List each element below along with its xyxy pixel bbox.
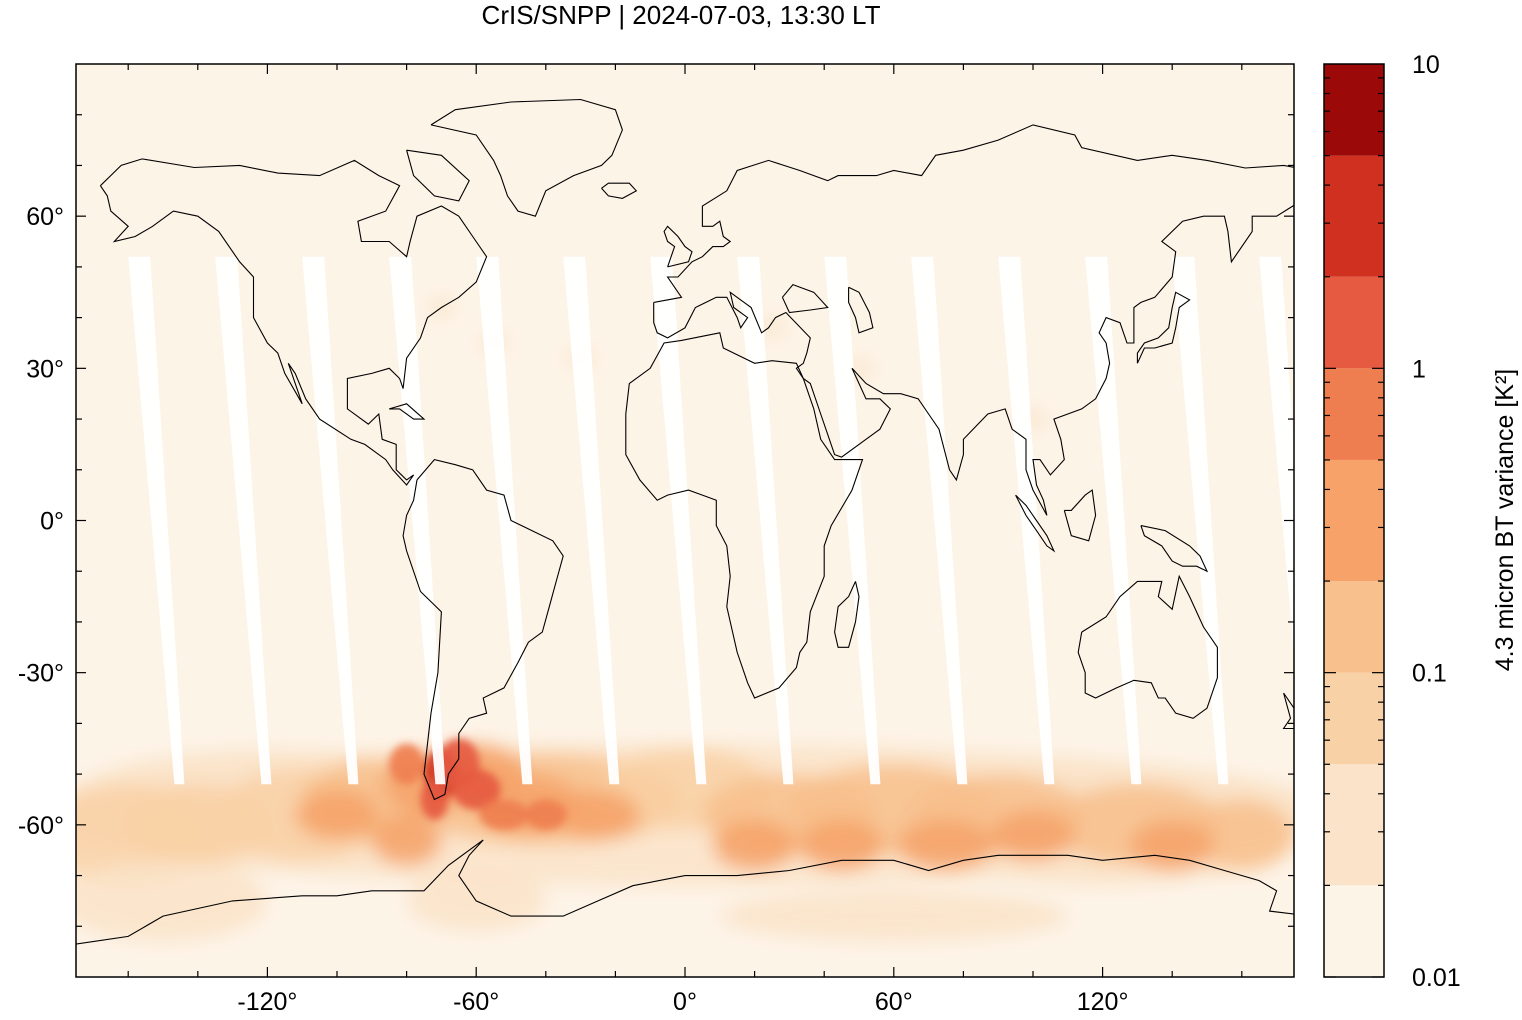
x-tick-labels: -120° -60° 0° 60° 120° (237, 988, 1128, 1016)
coastline-borneo (1063, 489, 1097, 542)
colorbar-bands (1324, 64, 1384, 977)
map-ticks (76, 64, 1294, 977)
map-panel (76, 64, 1294, 977)
y-tick-label: 0° (40, 508, 64, 536)
colorbar-frame (1323, 63, 1385, 978)
colorbar: 10 1 0.1 0.01 4.3 micron BT variance [K²] (1323, 51, 1519, 992)
coastline-newzealand (1282, 692, 1294, 730)
y-tick-labels: 60° 30° 0° -30° -60° (18, 203, 64, 840)
swath-gaps (128, 256, 1294, 785)
coastline-northamerica (99, 158, 488, 486)
coastline-eurasia (653, 124, 1294, 516)
colorbar-ticks (1324, 77, 1384, 978)
coastline-blacksea (781, 283, 829, 314)
coastline-baffin (406, 149, 470, 202)
coastline-iceland (601, 182, 638, 199)
y-tick-label: 30° (26, 355, 64, 383)
x-tick-label: -60° (453, 988, 499, 1016)
colorbar-tick-labels: 10 1 0.1 0.01 (1412, 51, 1461, 992)
colorbar-tick-label: 10 (1412, 51, 1440, 79)
figure-title: CrIS/SNPP | 2024-07-03, 13:30 LT (481, 0, 881, 30)
colorbar-band (1324, 64, 1384, 156)
coastline-southamerica (402, 458, 564, 801)
colorbar-tick-label: 1 (1412, 355, 1426, 383)
colorbar-band (1324, 885, 1384, 977)
colorbar-tick-label: 0.1 (1412, 660, 1447, 688)
y-tick-label: -60° (18, 812, 64, 840)
coastline-madagascar (834, 581, 860, 648)
colorbar-band (1324, 368, 1384, 460)
coastline-japan (1136, 291, 1191, 364)
coastline-greenland (430, 98, 623, 217)
coastline-newguinea (1140, 525, 1209, 573)
x-tick-label: -120° (237, 988, 297, 1016)
colorbar-band (1324, 672, 1384, 765)
colorbar-band (1324, 155, 1384, 277)
coastline-uk (663, 225, 693, 268)
x-tick-label: 60° (875, 988, 913, 1016)
y-tick-label: 60° (26, 203, 64, 231)
coastline-caspian (848, 286, 874, 334)
coastlines (76, 98, 1294, 945)
y-tick-label: -30° (18, 660, 64, 688)
coastline-cuba (389, 403, 426, 420)
colorbar-tick-label: 0.01 (1412, 964, 1461, 992)
coastline-sumatra (1015, 494, 1056, 553)
colorbar-band (1324, 581, 1384, 673)
coastline-africa (625, 332, 864, 699)
coastline-antarctica (76, 839, 1294, 945)
colorbar-band (1324, 459, 1384, 582)
x-tick-label: 0° (673, 988, 697, 1016)
colorbar-label: 4.3 micron BT variance [K²] (1491, 369, 1519, 671)
colorbar-band (1324, 764, 1384, 886)
coastline-australia (1077, 574, 1218, 719)
x-tick-label: 120° (1077, 988, 1129, 1016)
colorbar-band (1324, 276, 1384, 369)
